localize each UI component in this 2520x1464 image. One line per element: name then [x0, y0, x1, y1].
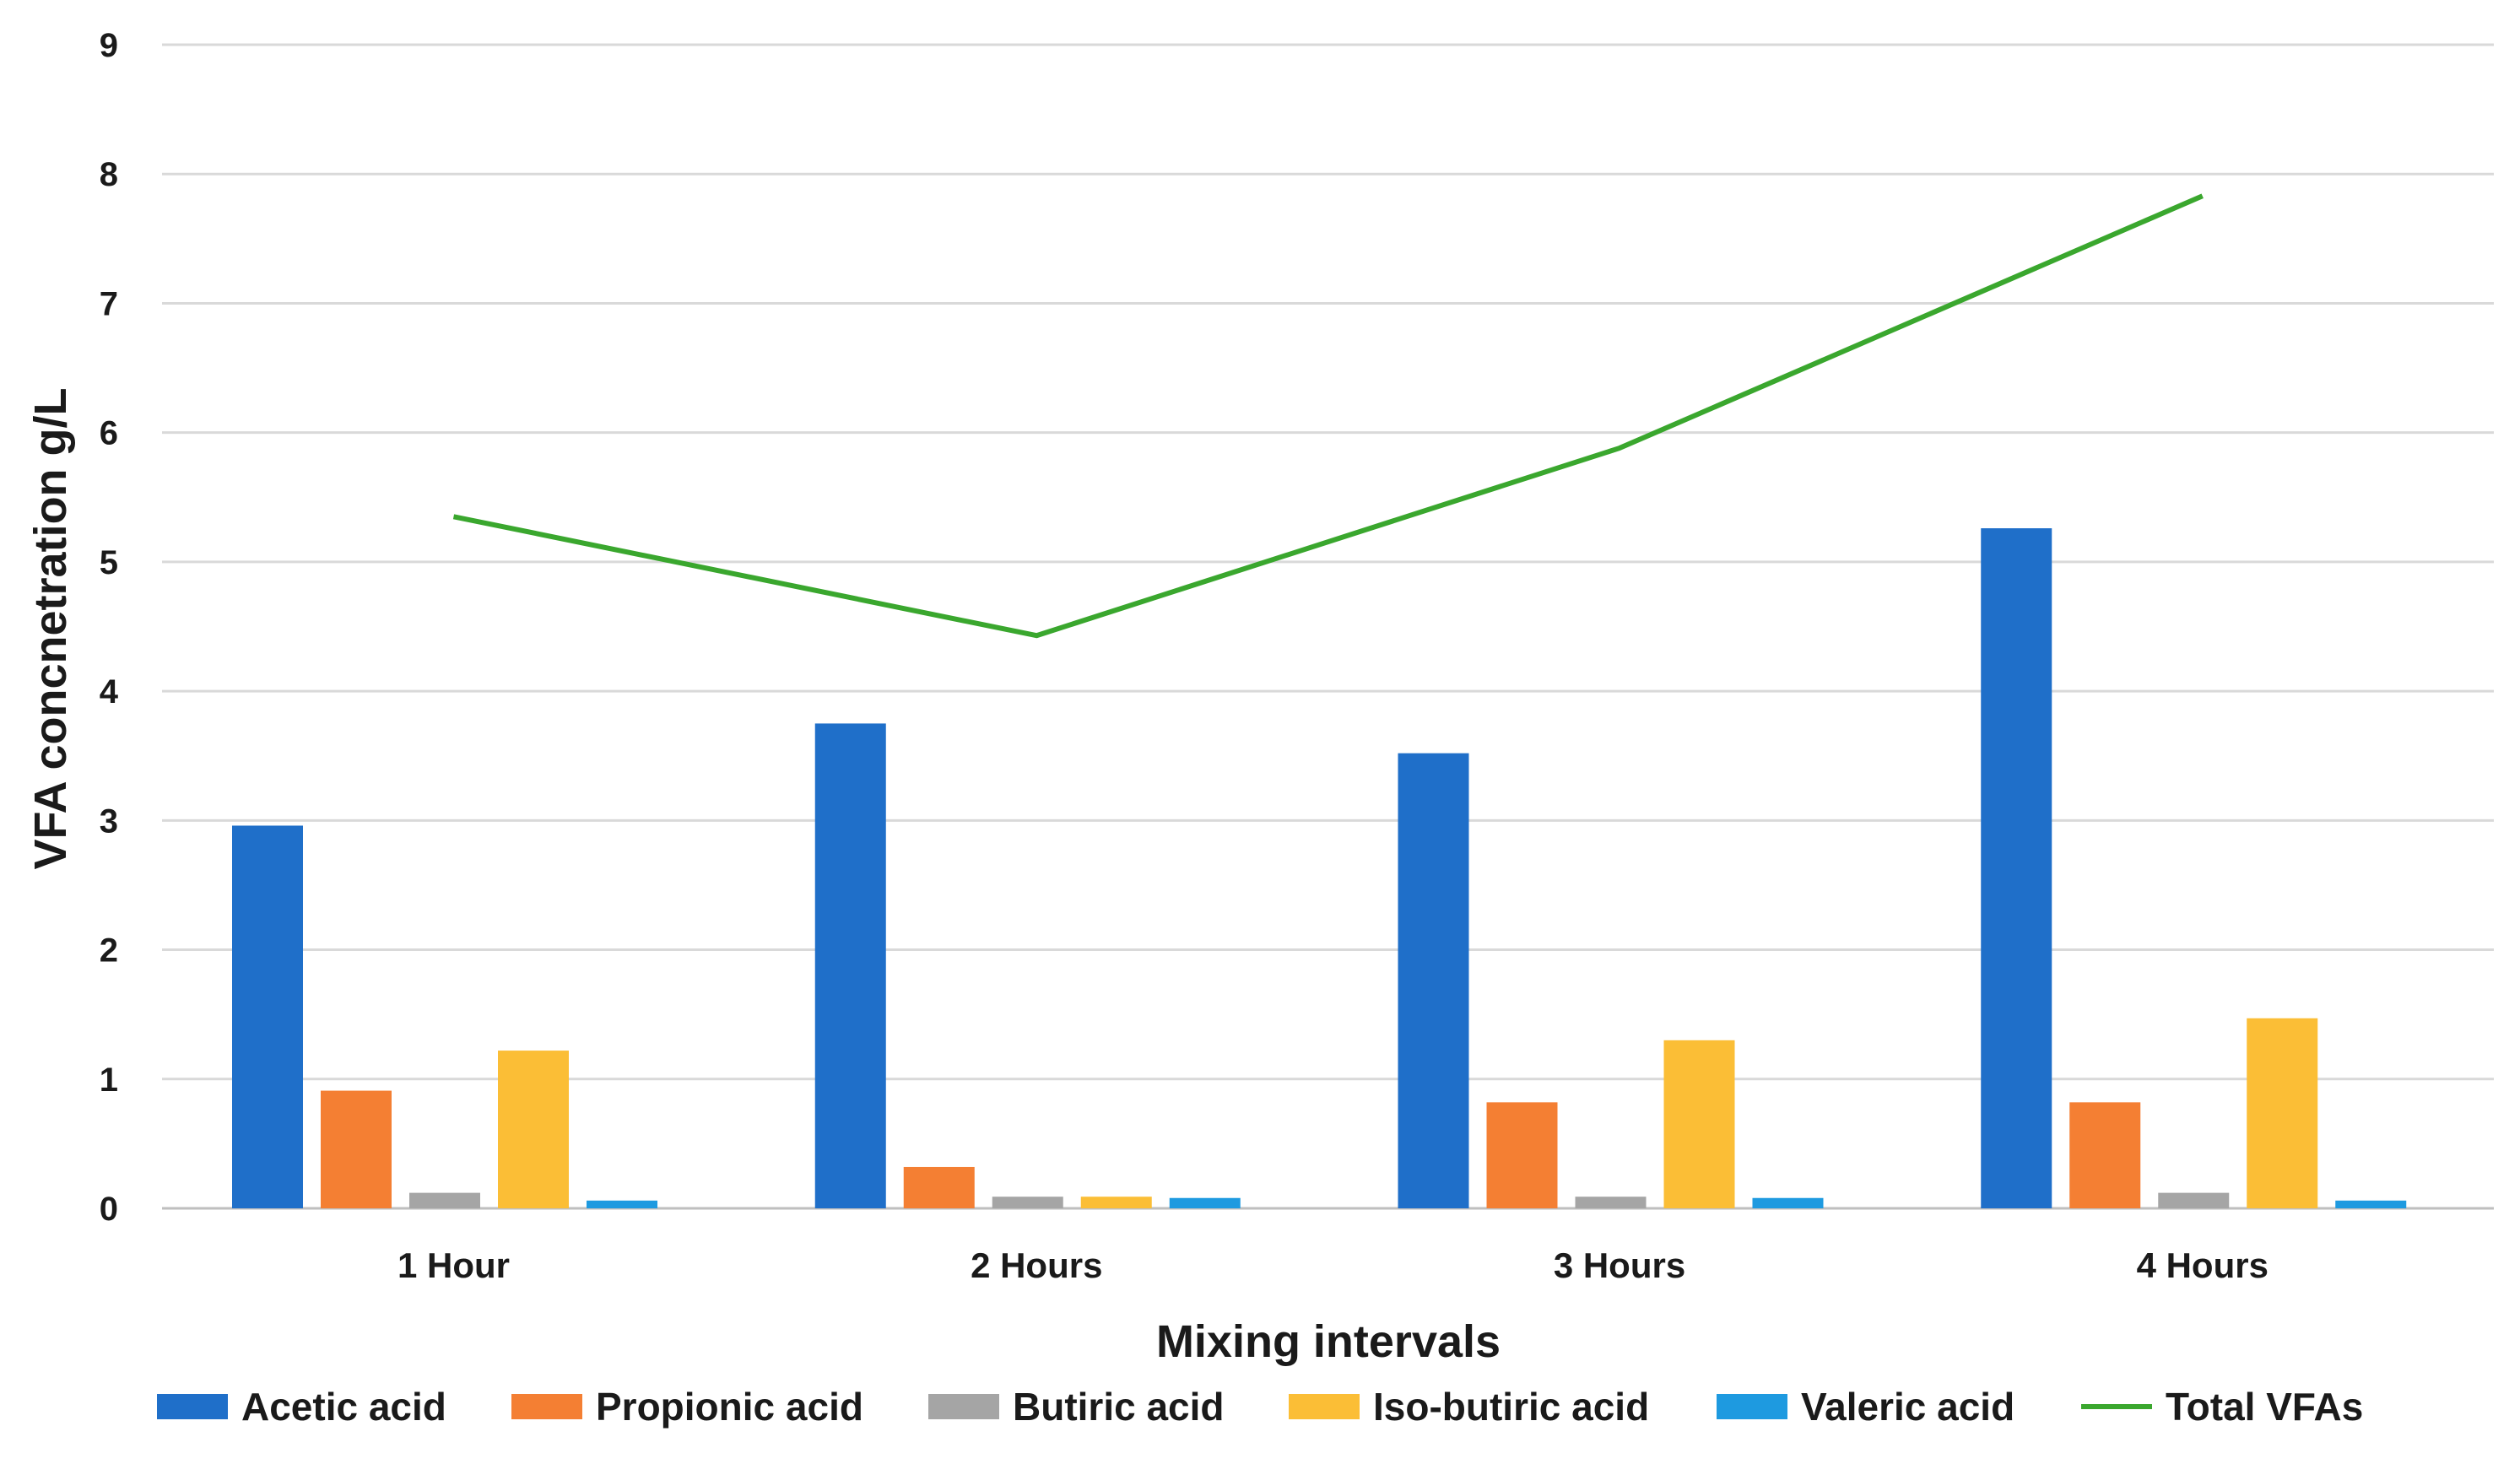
bar-valeric-acid-4-hours	[2335, 1200, 2407, 1208]
x-tick-label: 3 Hours	[1554, 1245, 1685, 1285]
x-tick-label: 4 Hours	[2137, 1245, 2269, 1285]
bar-acetic-acid-1-hour	[232, 825, 303, 1208]
bar-acetic-acid-3-hours	[1398, 753, 1469, 1208]
legend-swatch	[928, 1394, 999, 1419]
y-tick-label: 2	[100, 932, 118, 970]
bar-iso-butiric-acid-2-hours	[1080, 1197, 1152, 1208]
bar-iso-butiric-acid-1-hour	[498, 1051, 569, 1208]
x-axis-categories: 1 Hour 2 Hours 3 Hours 4 Hours	[397, 1245, 2269, 1285]
total-line	[452, 193, 2204, 639]
legend-swatch	[157, 1394, 228, 1419]
legend-swatch	[511, 1394, 582, 1419]
legend: Acetic acid Propionic acid Butiric acid Iso…	[157, 1385, 2363, 1429]
legend-label: Iso-butiric acid	[1373, 1385, 1649, 1429]
y-tick-label: 6	[100, 415, 118, 452]
y-tick-label: 8	[100, 156, 118, 193]
bar-acetic-acid-4-hours	[1981, 528, 2052, 1208]
bars	[232, 528, 2407, 1208]
bar-butiric-acid-1-hour	[409, 1192, 480, 1208]
x-tick-label: 2 Hours	[971, 1245, 1102, 1285]
legend-label: Valeric acid	[1801, 1385, 2014, 1429]
y-axis-title: VFA concnetration g/L	[25, 387, 76, 869]
y-tick-label: 3	[100, 802, 118, 840]
bar-propionic-acid-1-hour	[321, 1090, 392, 1208]
y-tick-label: 0	[100, 1191, 118, 1228]
legend-swatch	[1289, 1394, 1360, 1419]
y-axis-ticks: 0 1 2 3 4 5 6 7 8 9	[100, 27, 119, 1228]
y-tick-label: 1	[100, 1062, 118, 1099]
bar-propionic-acid-2-hours	[903, 1166, 975, 1208]
legend-item-propionic-acid: Propionic acid	[511, 1385, 863, 1429]
x-tick-label: 1 Hour	[397, 1245, 510, 1285]
legend-item-butiric-acid: Butiric acid	[928, 1385, 1225, 1429]
legend-label: Butiric acid	[1013, 1385, 1225, 1429]
bar-acetic-acid-2-hours	[814, 723, 886, 1208]
legend-swatch	[1717, 1394, 1787, 1419]
line-total-vfas	[452, 193, 2204, 639]
bar-valeric-acid-2-hours	[1169, 1197, 1241, 1208]
x-axis-title: Mixing intervals	[1156, 1316, 1501, 1367]
bar-propionic-acid-3-hours	[1486, 1102, 1558, 1208]
y-tick-label: 7	[100, 285, 118, 322]
bar-valeric-acid-3-hours	[1752, 1197, 1824, 1208]
y-tick-label: 4	[100, 673, 119, 710]
bar-iso-butiric-acid-3-hours	[1663, 1040, 1735, 1208]
bar-valeric-acid-1-hour	[587, 1200, 657, 1208]
bar-butiric-acid-4-hours	[2158, 1192, 2230, 1208]
legend-item-total-vfas: Total VFAs	[2081, 1385, 2363, 1429]
y-tick-label: 5	[100, 544, 118, 581]
legend-item-valeric-acid: Valeric acid	[1717, 1385, 2014, 1429]
legend-label: Acetic acid	[241, 1385, 446, 1429]
bar-propionic-acid-4-hours	[2069, 1102, 2141, 1208]
y-tick-label: 9	[100, 27, 118, 64]
legend-label: Propionic acid	[596, 1385, 863, 1429]
bar-iso-butiric-acid-4-hours	[2247, 1018, 2318, 1208]
legend-item-iso-butiric-acid: Iso-butiric acid	[1289, 1385, 1649, 1429]
bar-butiric-acid-3-hours	[1575, 1197, 1647, 1208]
legend-item-acetic-acid: Acetic acid	[157, 1385, 446, 1429]
bar-butiric-acid-2-hours	[992, 1197, 1063, 1208]
legend-label: Total VFAs	[2166, 1385, 2363, 1429]
